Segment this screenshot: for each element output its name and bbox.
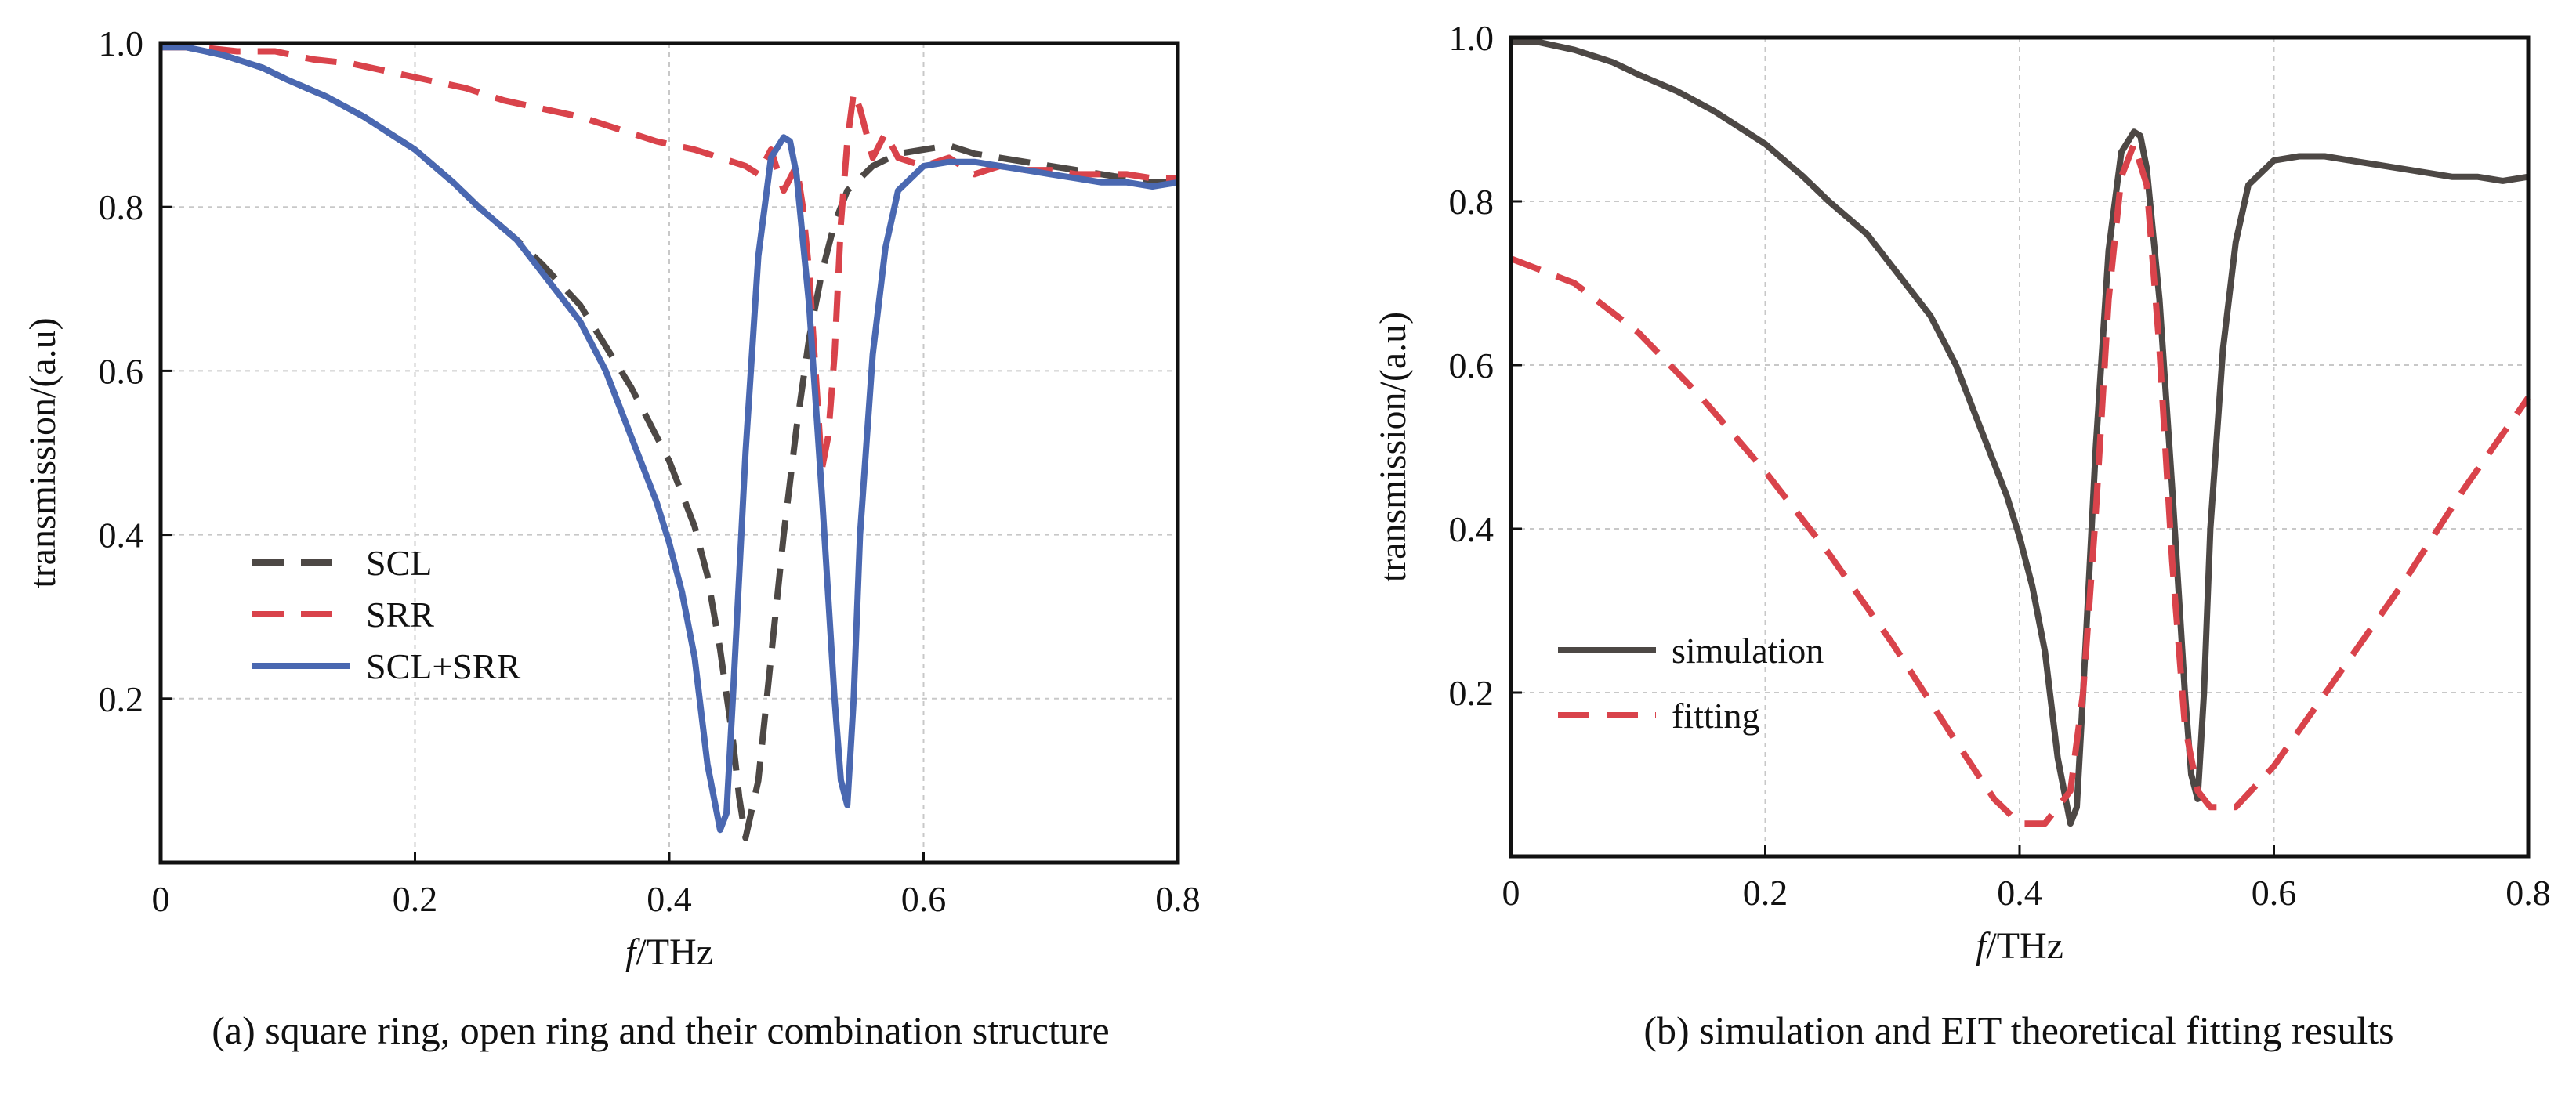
x-tick-label: 0.2	[393, 879, 438, 919]
x-tick-label: 0.6	[2252, 873, 2297, 913]
legend-label: SRR	[366, 595, 434, 635]
legend-label: SCL+SRR	[366, 646, 521, 686]
y-tick-label: 0.2	[99, 679, 144, 719]
y-tick-label: 0.4	[1449, 509, 1495, 549]
legend-label: SCL	[366, 543, 432, 583]
figure-caption: (a) square ring, open ring and their com…	[212, 1008, 1109, 1052]
x-axis-title: f/THz	[625, 931, 713, 973]
y-tick-label: 1.0	[1449, 18, 1495, 58]
legend-label: simulation	[1672, 631, 1824, 671]
y-tick-label: 0.8	[1449, 182, 1495, 222]
series-line-srr	[161, 44, 1178, 472]
series-line-fitting	[1509, 140, 2531, 827]
legend: SCL SRR SCL+SRR	[252, 543, 521, 686]
x-axis-title: f/THz	[1976, 925, 2063, 967]
x-tick-label: 0	[152, 879, 170, 919]
chart-panel-a: 0 0.2 0.4 0.6 0.8 0.2 0.4 0.6 0.8 1.0 f/THz transmi…	[22, 24, 1201, 1052]
y-axis-title: transmission/(a.u)	[1372, 312, 1414, 582]
series-line-simulation	[1511, 38, 2529, 827]
x-tick-label: 0	[1502, 873, 1520, 913]
figure-caption: (b) simulation and EIT theoretical fitti…	[1643, 1008, 2393, 1052]
legend-label: fitting	[1672, 696, 1759, 736]
y-tick-label: 0.6	[1449, 345, 1495, 385]
chart-panel-b: 0 0.2 0.4 0.6 0.8 0.2 0.4 0.6 0.8 1.0 f/THz transmi…	[1372, 18, 2551, 1052]
y-axis-title: transmission/(a.u)	[22, 317, 63, 588]
x-tick-label: 0.8	[1155, 879, 1201, 919]
x-tick-label: 0.6	[901, 879, 947, 919]
legend: simulation fitting	[1558, 631, 1824, 736]
y-tick-label: 0.4	[99, 515, 144, 555]
y-tick-label: 1.0	[99, 24, 144, 63]
x-tick-label: 0.4	[1997, 873, 2042, 913]
x-tick-label: 0.2	[1743, 873, 1788, 913]
y-tick-label: 0.6	[99, 351, 144, 391]
y-tick-label: 0.8	[99, 187, 144, 227]
series-line-scl-srr	[161, 44, 1179, 834]
x-tick-label: 0.8	[2505, 873, 2551, 913]
y-tick-label: 0.2	[1449, 673, 1495, 713]
x-tick-label: 0.4	[647, 879, 692, 919]
